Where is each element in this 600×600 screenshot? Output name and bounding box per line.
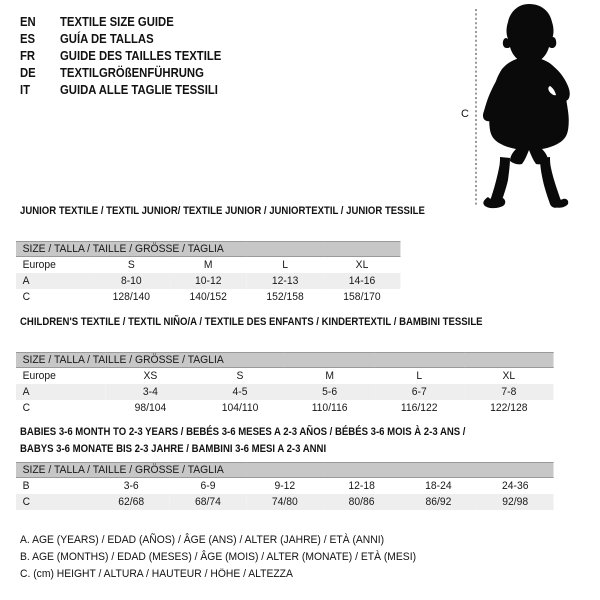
svg-text:C: C bbox=[461, 108, 469, 120]
